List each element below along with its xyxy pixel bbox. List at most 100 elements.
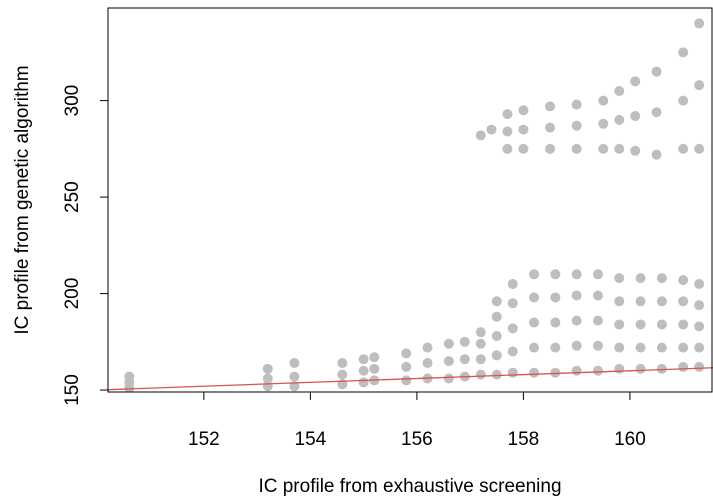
point [571, 269, 582, 280]
y-tick-label: 250 [62, 181, 83, 213]
point [507, 278, 518, 289]
point [598, 143, 609, 154]
point [422, 358, 433, 369]
point [475, 369, 486, 380]
point [635, 273, 646, 284]
point [518, 105, 529, 116]
reference-line [108, 367, 713, 391]
point [678, 296, 689, 307]
point [507, 298, 518, 309]
point [550, 292, 561, 303]
point [491, 350, 502, 361]
point [678, 361, 689, 372]
point [358, 365, 369, 376]
point [518, 143, 529, 154]
point [337, 358, 348, 369]
point [369, 363, 380, 374]
point [459, 354, 470, 365]
point [475, 338, 486, 349]
point [592, 290, 603, 301]
point [614, 273, 625, 284]
point [401, 361, 412, 372]
point [545, 101, 556, 112]
x-tick-label: 160 [614, 429, 646, 450]
point [694, 321, 705, 332]
point [694, 18, 705, 29]
point [592, 315, 603, 326]
point [592, 365, 603, 376]
point [694, 143, 705, 154]
x-axis-label: IC profile from exhaustive screening [258, 476, 561, 497]
point [571, 290, 582, 301]
point [518, 124, 529, 135]
point [401, 348, 412, 359]
point [651, 149, 662, 160]
point [678, 342, 689, 353]
point [443, 373, 454, 384]
point [635, 296, 646, 307]
point [678, 47, 689, 58]
point [656, 363, 667, 374]
point [486, 124, 497, 135]
point [507, 346, 518, 357]
point [545, 122, 556, 133]
point [656, 273, 667, 284]
point [614, 363, 625, 374]
point [459, 336, 470, 347]
point [475, 354, 486, 365]
point [614, 114, 625, 125]
y-tick-label: 150 [62, 374, 83, 406]
x-tick-label: 158 [508, 429, 540, 450]
point [529, 367, 540, 378]
point [475, 130, 486, 141]
y-tick-label: 300 [62, 85, 83, 117]
point [598, 95, 609, 106]
plot-frame [107, 7, 713, 393]
point [124, 371, 135, 382]
point [656, 342, 667, 353]
point [694, 300, 705, 311]
x-tick-label: 152 [188, 429, 220, 450]
point [502, 109, 513, 120]
point [592, 340, 603, 351]
point [651, 107, 662, 118]
point [678, 143, 689, 154]
point [443, 338, 454, 349]
point [529, 269, 540, 280]
point [529, 292, 540, 303]
y-axis-label: IC profile from genetic algorithm [12, 65, 33, 334]
point [502, 126, 513, 137]
point [550, 367, 561, 378]
point [502, 143, 513, 154]
point [358, 354, 369, 365]
point [571, 143, 582, 154]
point [635, 342, 646, 353]
point [550, 342, 561, 353]
point [422, 342, 433, 353]
point [635, 319, 646, 330]
point [598, 118, 609, 129]
point [262, 363, 273, 374]
point [694, 278, 705, 289]
plot-area [108, 18, 713, 392]
point [545, 143, 556, 154]
point [443, 356, 454, 367]
point [401, 375, 412, 386]
point [529, 342, 540, 353]
point [656, 296, 667, 307]
point [369, 352, 380, 363]
point [678, 275, 689, 286]
point [571, 120, 582, 131]
point [630, 111, 641, 122]
point [571, 315, 582, 326]
point [635, 363, 646, 374]
point [550, 317, 561, 328]
point [694, 361, 705, 372]
point [614, 342, 625, 353]
point [507, 367, 518, 378]
point [491, 331, 502, 342]
point [358, 377, 369, 388]
point [491, 311, 502, 322]
point [678, 319, 689, 330]
